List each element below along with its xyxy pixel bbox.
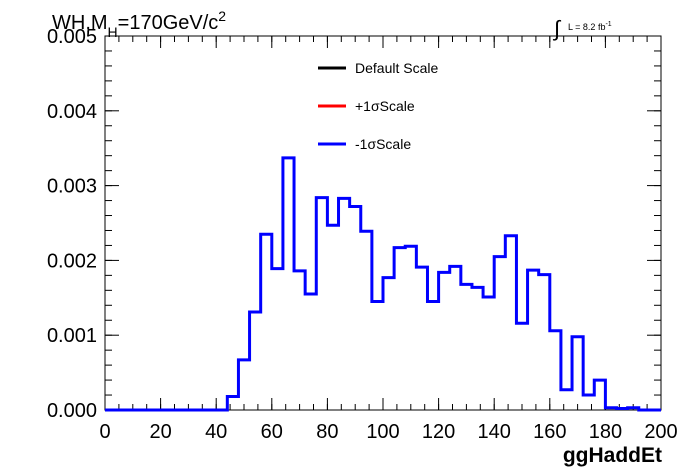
x-tick-label: 80 xyxy=(316,421,338,443)
plot-frame xyxy=(104,35,662,411)
integral-symbol: ∫ xyxy=(552,16,562,41)
x-tick-label: 40 xyxy=(205,421,227,443)
lumi-sup: -1 xyxy=(605,21,611,28)
title-sub: H xyxy=(108,24,118,40)
legend: Default Scale +1σScale -1σScale xyxy=(318,60,438,152)
x-tick-label: 0 xyxy=(99,421,110,443)
x-tick-label: 100 xyxy=(366,421,399,443)
x-tick-label: 200 xyxy=(644,421,677,443)
y-tick-label: 0.004 xyxy=(47,101,97,123)
lumi-label: L = 8.2 fb-1 xyxy=(568,21,612,32)
x-tick-label: 140 xyxy=(478,421,511,443)
x-axis: 0 20 40 60 80 100 120 140 160 180 200 xyxy=(99,36,678,443)
x-tick-label: 120 xyxy=(422,421,455,443)
x-axis-label: ggHaddEt xyxy=(563,444,662,467)
y-tick-label: 0.002 xyxy=(47,250,97,272)
y-tick-label: 0.003 xyxy=(47,176,97,198)
lumi-text: L = 8.2 fb xyxy=(568,22,605,32)
title-rest: =170GeV/c xyxy=(118,12,219,34)
y-tick-label: 0.000 xyxy=(47,400,97,422)
x-tick-label: 180 xyxy=(589,421,622,443)
x-tick-label: 160 xyxy=(533,421,566,443)
x-tick-label: 60 xyxy=(261,421,283,443)
y-tick-label: 0.001 xyxy=(47,325,97,347)
x-tick-label: 20 xyxy=(149,421,171,443)
title-sup: 2 xyxy=(218,8,226,24)
legend-label: +1σScale xyxy=(355,98,415,114)
histogram-series-line xyxy=(105,156,661,412)
legend-label: Default Scale xyxy=(355,60,438,76)
y-tick-label: 0.005 xyxy=(47,26,97,48)
title-main: WH,M xyxy=(52,12,108,34)
legend-label: -1σScale xyxy=(355,136,411,152)
series-layer xyxy=(105,156,661,412)
chart-title: WH,MH=170GeV/c2 xyxy=(52,8,226,40)
y-axis: 0.000 0.001 0.002 0.003 0.004 0.005 xyxy=(47,26,661,422)
